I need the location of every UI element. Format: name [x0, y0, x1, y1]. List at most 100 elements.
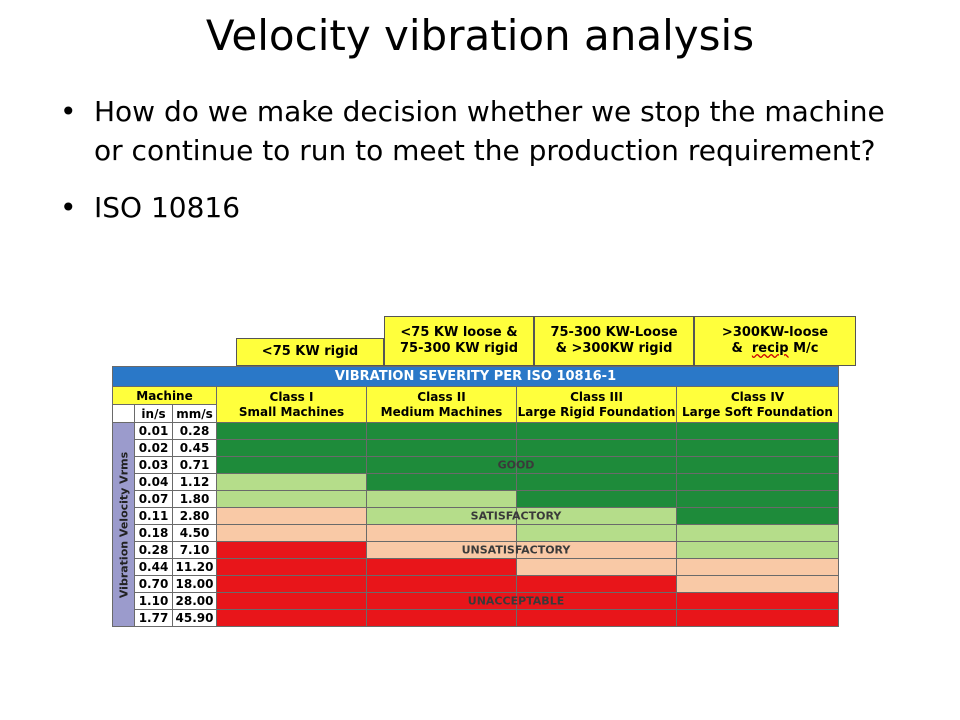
zone-label: UNACCEPTABLE	[467, 594, 565, 608]
vibration-severity-table: VIBRATION SEVERITY PER ISO 10816-1 Machi…	[112, 366, 839, 627]
units-spacer	[112, 404, 135, 423]
velocity-mms: 2.80	[172, 507, 217, 525]
severity-cell	[676, 456, 839, 474]
severity-cell	[676, 422, 839, 440]
severity-cell	[516, 456, 677, 474]
severity-cell: UNACCEPTABLE	[366, 592, 564, 610]
severity-cell	[216, 439, 367, 457]
zone-label: SATISFACTORY	[470, 509, 562, 523]
table-row: Vibration Velocity Vrms 0.01 0.28	[112, 422, 839, 627]
velocity-ins: 0.44	[134, 558, 173, 576]
axis-label-cell: Vibration Velocity Vrms	[112, 422, 135, 627]
machine-label: Machine	[112, 386, 217, 405]
bullet-text: How do we make decision whether we stop …	[94, 95, 885, 167]
slide-title: Velocity vibration analysis	[205, 11, 755, 60]
table-row: 0.03 0.71 GOOD	[113, 456, 839, 474]
class-header: Class IV Large Soft Foundation	[676, 386, 839, 423]
velocity-mms: 7.10	[172, 541, 217, 559]
bullet-dot-icon: •	[60, 191, 77, 224]
velocity-ins: 0.04	[134, 473, 173, 491]
class-header: Class I Small Machines	[216, 386, 367, 423]
severity-cell	[516, 473, 677, 491]
severity-cell	[516, 422, 677, 440]
severity-cell	[366, 490, 517, 508]
severity-cell	[676, 541, 839, 559]
severity-cell	[216, 524, 367, 542]
severity-cell	[516, 439, 677, 457]
severity-cell	[216, 507, 367, 525]
velocity-ins: 0.28	[134, 541, 173, 559]
velocity-ins: 0.07	[134, 490, 173, 508]
severity-cell	[516, 609, 677, 627]
velocity-ins: 1.77	[134, 609, 173, 627]
bullet-item: • ISO 10816	[60, 188, 890, 227]
severity-cell: GOOD	[366, 456, 534, 474]
table-row: 0.28 7.10 UNSATISFACTORY	[113, 541, 839, 559]
severity-cell	[676, 558, 839, 576]
severity-cell	[516, 558, 677, 576]
severity-cell	[216, 541, 367, 559]
velocity-ins: 0.02	[134, 439, 173, 457]
severity-cell	[366, 609, 517, 627]
severity-cell	[216, 422, 367, 440]
velocity-ins: 1.10	[134, 592, 173, 610]
bullet-dot-icon: •	[60, 95, 77, 128]
severity-cell	[516, 507, 677, 525]
velocity-mms: 1.12	[172, 473, 217, 491]
severity-cell	[676, 592, 839, 610]
table-row: 0.18 4.50	[113, 524, 839, 542]
class-header: Class III Large Rigid Foundation	[516, 386, 677, 423]
table-row: 1.77 45.90	[113, 609, 839, 627]
severity-cell	[366, 422, 517, 440]
axis-label: Vibration Velocity Vrms	[117, 451, 130, 598]
severity-cell	[366, 473, 517, 491]
severity-cell	[516, 490, 677, 508]
velocity-mms: 1.80	[172, 490, 217, 508]
power-header-class-4: >300KW-loose & recip M/c	[694, 316, 856, 366]
severity-cell	[216, 558, 367, 576]
class-header: Class II Medium Machines	[366, 386, 517, 423]
severity-cell	[676, 524, 839, 542]
table-row: 0.70 18.00	[113, 575, 839, 593]
velocity-mms: 0.45	[172, 439, 217, 457]
severity-cell	[676, 507, 839, 525]
velocity-mms: 45.90	[172, 609, 217, 627]
bullet-item: • How do we make decision whether we stop…	[60, 92, 890, 170]
velocity-mms: 0.71	[172, 456, 217, 474]
velocity-mms: 4.50	[172, 524, 217, 542]
velocity-ins: 0.18	[134, 524, 173, 542]
severity-cell: UNSATISFACTORY	[366, 541, 570, 559]
table-row: 0.07 1.80	[113, 490, 839, 508]
velocity-mms: 0.28	[172, 422, 217, 440]
velocity-ins: 0.70	[134, 575, 173, 593]
zone-label: GOOD	[497, 458, 535, 472]
severity-cell	[516, 524, 677, 542]
severity-cell	[216, 456, 367, 474]
bullet-text: ISO 10816	[94, 191, 241, 224]
severity-cell	[216, 609, 367, 627]
severity-cell	[366, 439, 517, 457]
bullet-list: • How do we make decision whether we stop…	[60, 92, 890, 245]
severity-cell	[216, 592, 367, 610]
severity-cell	[676, 439, 839, 457]
table-row: 0.04 1.12	[113, 473, 839, 491]
severity-cell	[366, 524, 517, 542]
velocity-mms: 18.00	[172, 575, 217, 593]
table-row: 1.10 28.00 UNACCEPTABLE	[113, 592, 839, 610]
velocity-ins: 0.01	[134, 422, 173, 440]
velocity-mms: 28.00	[172, 592, 217, 610]
severity-cell	[216, 490, 367, 508]
velocity-ins: 0.11	[134, 507, 173, 525]
severity-cell: SATISFACTORY	[366, 507, 561, 525]
power-header-class-3: 75-300 KW-Loose & >300KW rigid	[534, 316, 694, 366]
severity-cell	[216, 575, 367, 593]
velocity-mms: 11.20	[172, 558, 217, 576]
velocity-ins: 0.03	[134, 456, 173, 474]
table-row: 0.44 11.20	[113, 558, 839, 576]
unit-mms: mm/s	[172, 404, 217, 423]
severity-cell	[516, 592, 677, 610]
table-row: 0.02 0.45	[113, 439, 839, 457]
severity-cell	[676, 473, 839, 491]
severity-cell	[366, 558, 517, 576]
table-row: 0.11 2.80 SATISFACTORY	[113, 507, 839, 525]
